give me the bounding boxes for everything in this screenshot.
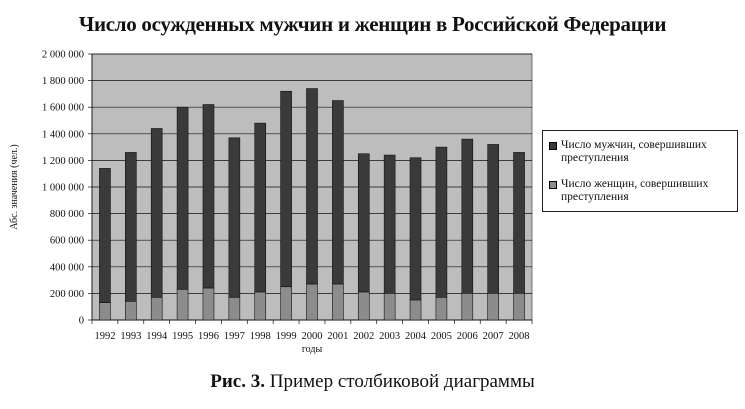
bar-women [202,287,215,321]
y-axis-title: Абс. значения (чел.) [9,144,20,229]
x-tick-label: 2001 [327,331,348,342]
bar-men [202,104,215,289]
y-tick-label: 400 000 [50,262,84,273]
legend-label-men: Число мужчин, совершивших преступления [561,139,707,164]
bar-women [513,293,525,321]
bar-men [513,152,525,294]
y-tick-label: 1 200 000 [42,156,84,167]
figure-caption: Рис. 3. Пример столбиковой диаграммы [0,371,745,393]
bar-women [332,283,344,321]
bar-women [461,293,474,321]
y-tick-label: 800 000 [50,209,84,220]
bar-women [280,286,292,321]
chart-title: Число осужденных мужчин и женщин в Росси… [78,12,667,36]
bar-men [228,137,241,298]
x-tick-label: 1994 [146,331,168,342]
bar-chart: 0 200 000 400 000 600 000 800 000 1 000 000 1 … [9,50,533,355]
x-tick-label: 2004 [405,331,427,342]
x-tick-label: 2007 [483,331,504,342]
x-tick-label: 2000 [302,331,323,342]
chart-legend: Число мужчин, совершивших преступления Ч… [542,130,738,212]
bar-men [125,152,137,302]
caption-text: Пример столбиковой диаграммы [269,371,535,392]
bar-women [176,289,189,321]
bar-men [176,106,189,290]
bar-women [150,297,163,321]
caption-label: Рис. 3. [210,371,265,392]
y-tick-label: 0 [79,316,84,327]
bar-men [435,146,448,298]
y-tick-label: 1 400 000 [42,129,84,140]
bar-men [487,144,499,294]
legend-swatch-women [549,181,557,189]
legend-label-women: Число женщин, совершивших преступления [561,178,709,203]
x-tick-label: 2008 [509,331,530,342]
bar-men [461,138,474,294]
x-tick-label: 2005 [431,331,452,342]
x-tick-label: 1992 [94,331,115,342]
legend-item-women: Число женщин, совершивших преступления [549,178,735,204]
bar-men [332,100,344,285]
bar-women [99,302,111,321]
bar-women [125,301,137,321]
bar-women [228,297,241,321]
y-tick-label: 1 800 000 [42,76,84,87]
bar-men [409,157,422,301]
bar-women [435,297,448,321]
x-tick-label: 1993 [120,331,141,342]
x-tick-label: 1996 [198,331,219,342]
x-tick-label: 1999 [276,331,297,342]
bar-men [99,168,111,304]
legend-swatch-men [549,142,557,150]
bar-men [383,154,396,294]
legend-item-men: Число мужчин, совершивших преступления [549,139,735,165]
bar-men [306,88,318,285]
bar-men [280,90,292,288]
x-tick-label: 2003 [379,331,400,342]
bar-men [357,153,370,293]
bar-women [254,291,267,321]
x-tick-label: 1995 [172,331,193,342]
y-tick-label: 200 000 [50,289,84,300]
x-tick-label: 2002 [353,331,374,342]
y-tick-label: 2 000 000 [42,50,84,61]
bar-women [306,283,318,321]
x-tick-label: 1997 [224,331,245,342]
bar-women [487,293,499,321]
bar-men [254,122,267,293]
bar-men [150,128,163,298]
bar-women [383,293,396,321]
x-tick-label: 1998 [250,331,271,342]
x-axis-title: годы [302,344,323,355]
bar-women [409,299,422,321]
x-tick-label: 2006 [457,331,478,342]
y-tick-label: 1 600 000 [42,103,84,114]
y-tick-label: 600 000 [50,236,84,247]
y-tick-label: 1 000 000 [42,183,84,194]
bar-women [357,291,370,321]
